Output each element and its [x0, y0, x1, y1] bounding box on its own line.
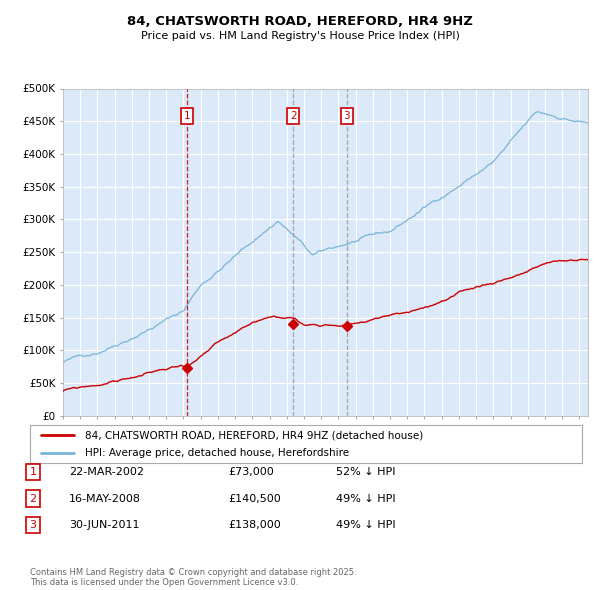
Text: 2: 2 — [290, 111, 296, 121]
Text: 30-JUN-2011: 30-JUN-2011 — [69, 520, 139, 530]
Text: 3: 3 — [344, 111, 350, 121]
Text: 1: 1 — [29, 467, 37, 477]
Text: 2: 2 — [29, 494, 37, 503]
Text: 22-MAR-2002: 22-MAR-2002 — [69, 467, 144, 477]
Text: 49% ↓ HPI: 49% ↓ HPI — [336, 494, 395, 503]
Text: 16-MAY-2008: 16-MAY-2008 — [69, 494, 141, 503]
Text: £140,500: £140,500 — [228, 494, 281, 503]
Text: £73,000: £73,000 — [228, 467, 274, 477]
Text: 52% ↓ HPI: 52% ↓ HPI — [336, 467, 395, 477]
Text: 1: 1 — [184, 111, 191, 121]
Text: 84, CHATSWORTH ROAD, HEREFORD, HR4 9HZ: 84, CHATSWORTH ROAD, HEREFORD, HR4 9HZ — [127, 15, 473, 28]
Text: Contains HM Land Registry data © Crown copyright and database right 2025.
This d: Contains HM Land Registry data © Crown c… — [30, 568, 356, 587]
Text: HPI: Average price, detached house, Herefordshire: HPI: Average price, detached house, Here… — [85, 448, 349, 458]
Text: 3: 3 — [29, 520, 37, 530]
Text: £138,000: £138,000 — [228, 520, 281, 530]
Text: 49% ↓ HPI: 49% ↓ HPI — [336, 520, 395, 530]
Text: 84, CHATSWORTH ROAD, HEREFORD, HR4 9HZ (detached house): 84, CHATSWORTH ROAD, HEREFORD, HR4 9HZ (… — [85, 430, 424, 440]
Text: Price paid vs. HM Land Registry's House Price Index (HPI): Price paid vs. HM Land Registry's House … — [140, 31, 460, 41]
